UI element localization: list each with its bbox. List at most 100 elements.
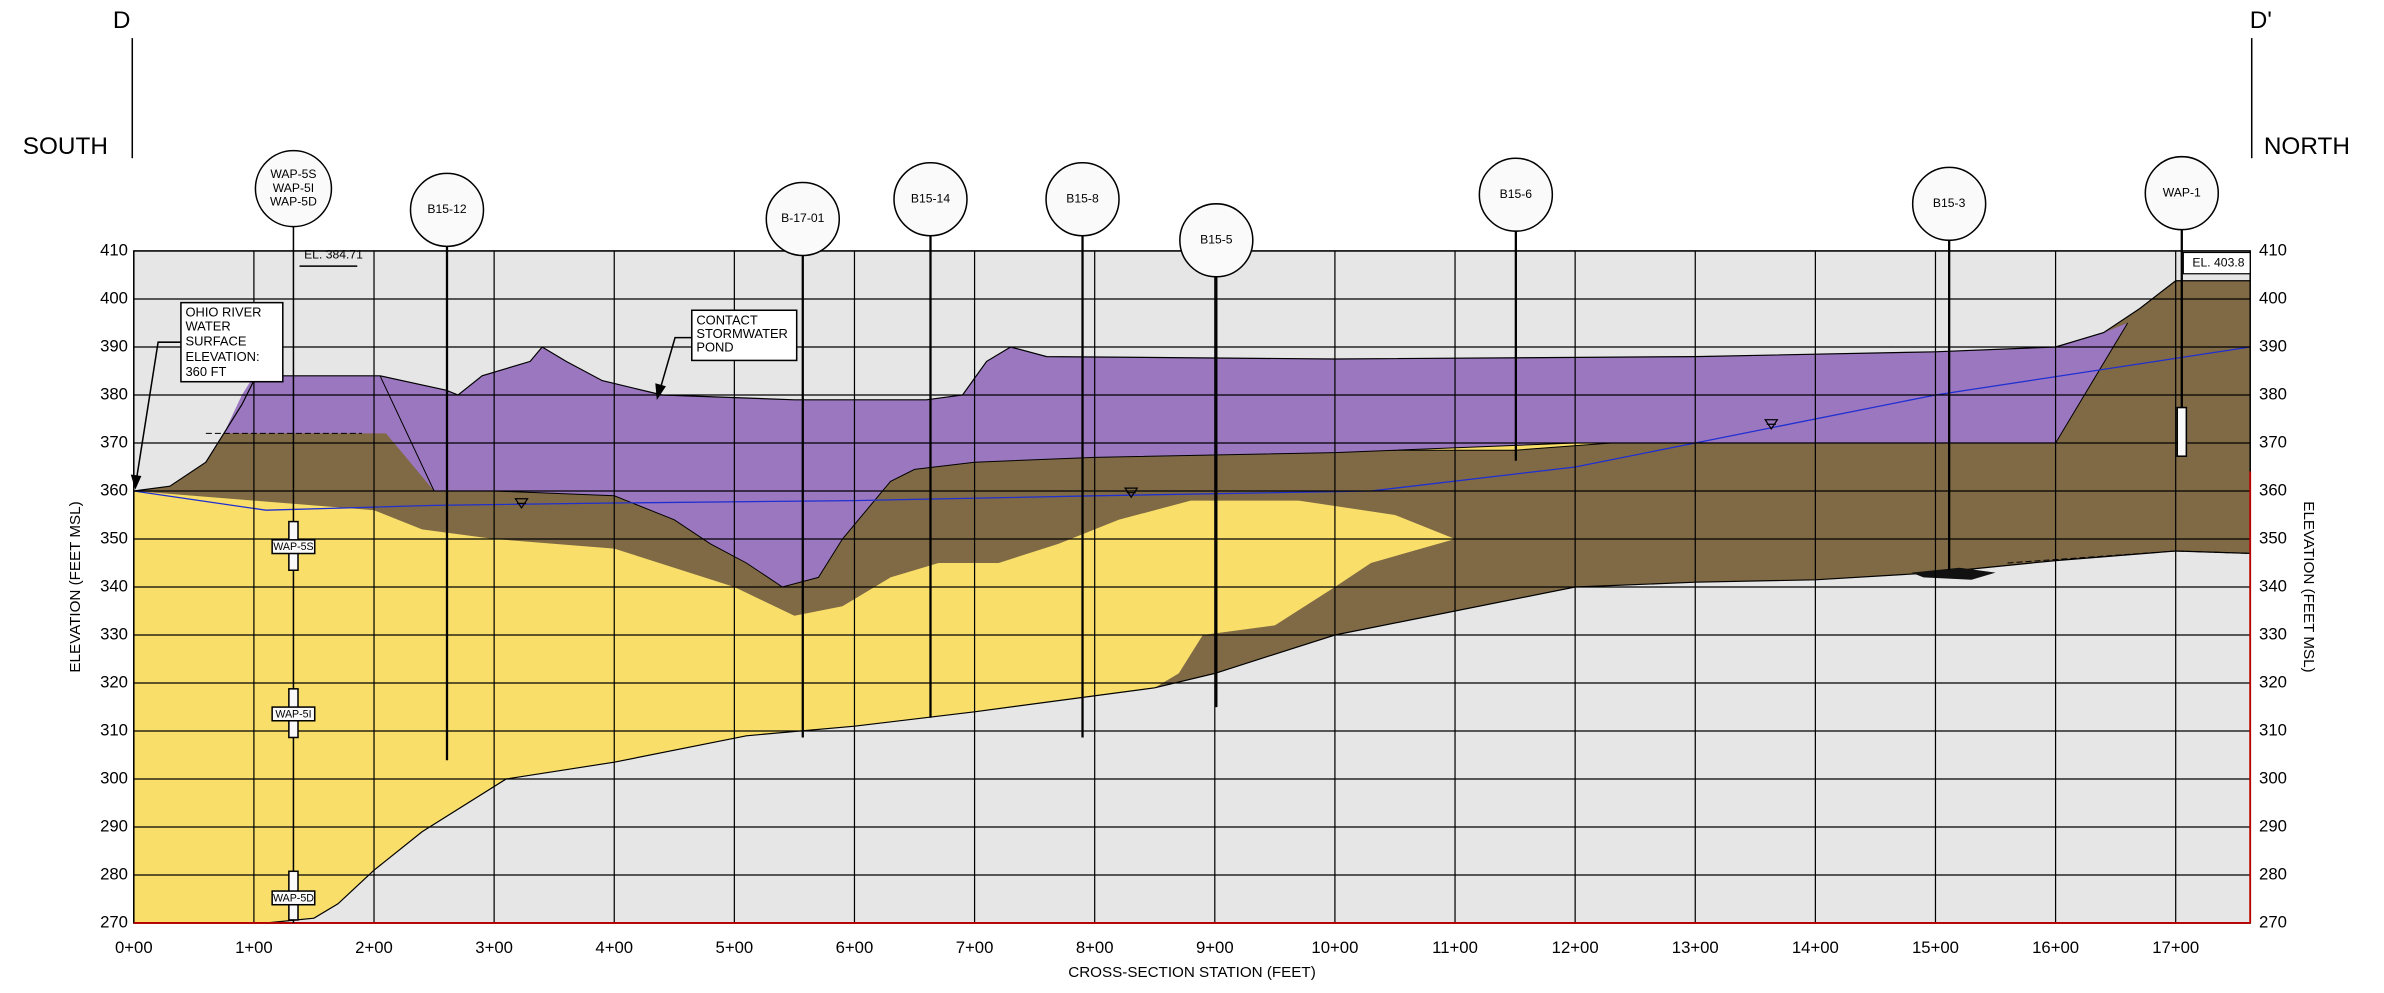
y2-tick-label: 370 — [2259, 432, 2287, 451]
well-head — [2144, 155, 2220, 231]
well-label: WAP-1 — [2163, 185, 2201, 199]
x-tick-label: 10+00 — [1311, 938, 1358, 957]
y2-tick-label: 330 — [2259, 624, 2287, 643]
y-tick-label: 340 — [100, 576, 128, 595]
well-head — [409, 172, 485, 248]
y2-tick-label: 360 — [2259, 480, 2287, 499]
x-tick-label: 6+00 — [836, 938, 874, 957]
y-tick-label: 320 — [100, 672, 128, 691]
water-symbol — [1764, 419, 1779, 430]
well-head — [1179, 203, 1254, 278]
well-label: B15-8 — [1066, 191, 1099, 205]
river-callout: SURFACE — [185, 334, 246, 349]
x-tick-label: 9+00 — [1196, 938, 1234, 957]
y-tick-label: 330 — [100, 624, 128, 643]
x-tick-label: 8+00 — [1076, 938, 1114, 957]
y2-tick-label: 340 — [2259, 576, 2287, 595]
black-lens — [1911, 567, 1996, 580]
y2-tick-label: 390 — [2259, 336, 2287, 355]
y-tick-label: 380 — [100, 384, 128, 403]
well-label: B-17-01 — [781, 211, 824, 225]
well-label: WAP-5S — [270, 167, 316, 181]
direction-left: SOUTH — [23, 133, 108, 160]
screen-label: WAP-5I — [275, 708, 311, 720]
x-tick-label: 0+00 — [115, 938, 153, 957]
callout-leader — [134, 341, 181, 487]
y2-tick-label: 290 — [2259, 816, 2287, 835]
screen-box — [271, 539, 316, 555]
x-tick-label: 15+00 — [1912, 938, 1959, 957]
x-tick-label: 1+00 — [235, 938, 273, 957]
y2-tick-label: 380 — [2259, 384, 2287, 403]
x-tick-label: 16+00 — [2032, 938, 2079, 957]
callout-arrow — [130, 474, 142, 490]
x-tick-label: 13+00 — [1672, 938, 1719, 957]
well-label: B15-12 — [427, 202, 466, 216]
y2-tick-label: 410 — [2259, 240, 2287, 259]
well-label: B15-14 — [911, 191, 950, 205]
x-tick-label: 3+00 — [475, 938, 513, 957]
well-label: B15-5 — [1200, 233, 1233, 247]
well-head — [1911, 166, 1987, 242]
y2-tick-label: 300 — [2259, 768, 2287, 787]
y2-axis-label: ELEVATION (FEET MSL) — [2300, 501, 2317, 672]
pond-callout: POND — [696, 340, 733, 355]
well-head — [254, 149, 333, 228]
grid — [133, 250, 2251, 924]
x-tick-label: 5+00 — [716, 938, 754, 957]
x-axis-label: CROSS-SECTION STATION (FEET) — [1068, 964, 1316, 981]
y-tick-label: 390 — [100, 336, 128, 355]
well-label: WAP-5D — [270, 195, 317, 209]
well-label: WAP-5I — [273, 181, 314, 195]
y-tick-label: 370 — [100, 432, 128, 451]
well-head — [765, 181, 841, 257]
contact-dashed — [2008, 551, 2251, 563]
well-head — [1478, 157, 1554, 232]
callout-leader — [657, 336, 692, 396]
y-tick-label: 300 — [100, 768, 128, 787]
well-label: B15-6 — [1500, 187, 1533, 201]
callout-box — [2182, 251, 2251, 275]
pond-callout: STORMWATER — [696, 326, 788, 341]
y2-tick-label: 280 — [2259, 864, 2287, 883]
well-label: B15-3 — [1933, 196, 1966, 210]
pond-bottom — [380, 323, 2128, 587]
screen-box — [271, 706, 316, 722]
screen-label: WAP-5D — [273, 892, 314, 904]
well-head — [1045, 162, 1120, 237]
geology — [134, 281, 2250, 923]
well-head — [893, 162, 968, 237]
y-tick-label: 310 — [100, 720, 128, 739]
water-symbol — [1123, 487, 1139, 499]
y2-tick-label: 310 — [2259, 720, 2287, 739]
callout-box — [180, 301, 284, 383]
elevation-callout: EL. 403.8 — [2192, 255, 2244, 269]
callout-box — [691, 309, 798, 362]
sand-layer — [133, 490, 1456, 923]
y2-tick-label: 270 — [2259, 912, 2287, 931]
x-tick-label: 14+00 — [1792, 938, 1839, 957]
y-tick-label: 290 — [100, 816, 128, 835]
river-callout: WATER — [185, 318, 230, 333]
river-callout: 360 FT — [185, 364, 226, 379]
x-tick-label: 17+00 — [2152, 938, 2199, 957]
y2-tick-label: 400 — [2259, 288, 2287, 307]
bedrock-surface — [266, 551, 2250, 923]
y-tick-label: 280 — [100, 864, 128, 883]
y2-tick-label: 320 — [2259, 672, 2287, 691]
y-axis-label: ELEVATION (FEET MSL) — [67, 501, 84, 672]
y-tick-label: 350 — [100, 528, 128, 547]
y-tick-label: 270 — [100, 912, 128, 931]
callout-arrow — [655, 383, 666, 400]
x-tick-label: 12+00 — [1552, 938, 1599, 957]
x-tick-label: 4+00 — [595, 938, 633, 957]
y-tick-label: 400 — [100, 288, 128, 307]
pond-fill — [223, 322, 2128, 587]
section-right: D' — [2250, 7, 2272, 34]
section-left: D — [113, 7, 131, 34]
water-symbol — [514, 498, 529, 509]
well-screen — [2176, 406, 2188, 457]
river-callout: OHIO RIVER — [185, 305, 261, 320]
screen-box — [271, 890, 316, 906]
